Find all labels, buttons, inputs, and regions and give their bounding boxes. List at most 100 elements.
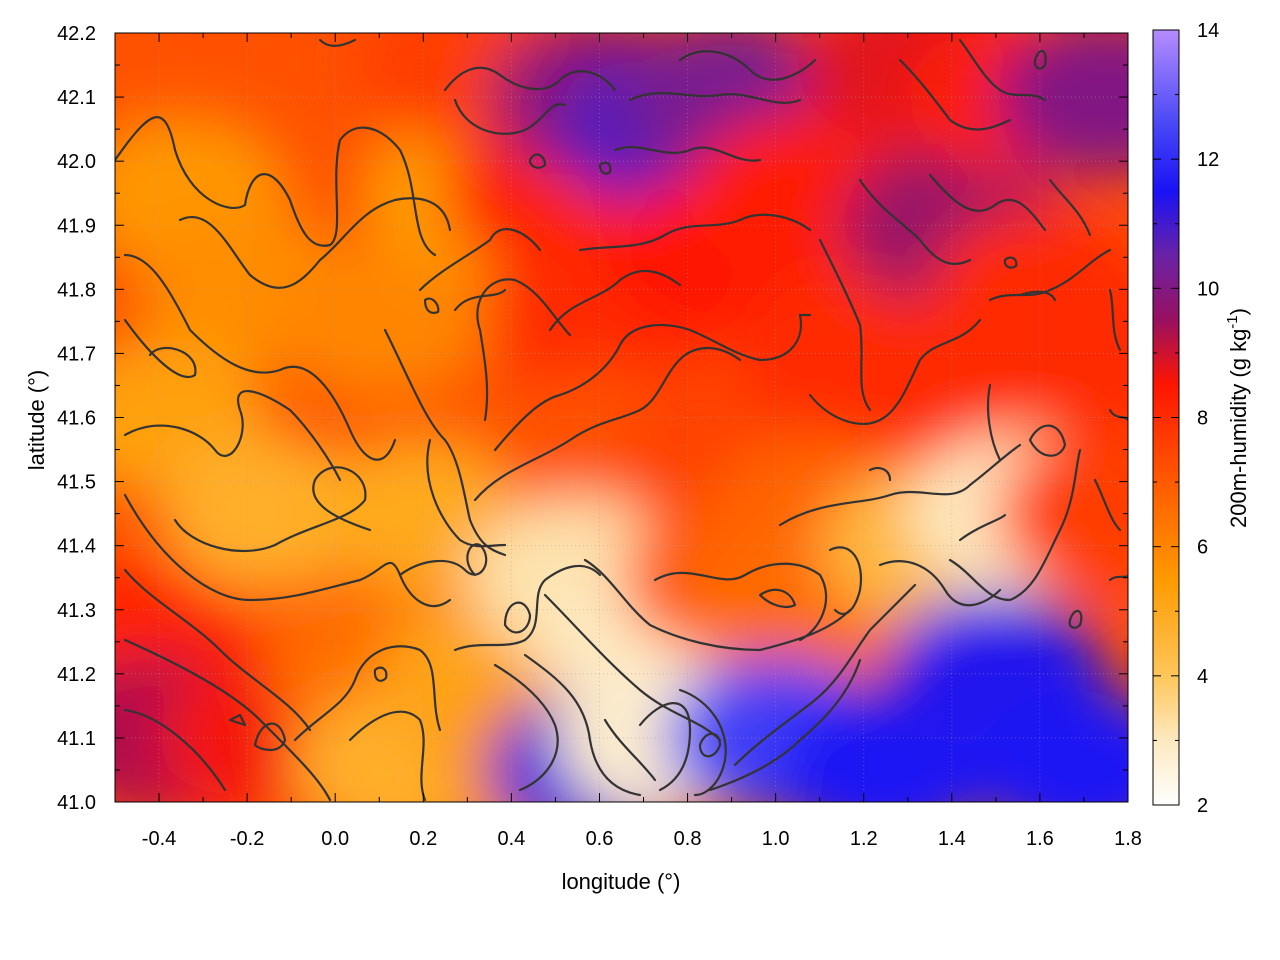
contour-line — [123, 253, 397, 461]
contour-line — [868, 466, 892, 482]
y-tick-label: 41.3 — [57, 600, 96, 622]
contour-line — [398, 543, 488, 577]
contour-line — [948, 448, 1082, 602]
contour-line — [928, 173, 1047, 232]
colorbar-label-superscript: -1 — [1224, 315, 1241, 328]
contour-line — [1048, 178, 1092, 237]
y-tick-label: 41.8 — [57, 279, 96, 301]
contour-line — [958, 38, 1047, 102]
contour-line — [598, 161, 612, 175]
contour-line — [1028, 424, 1067, 457]
y-tick-label: 42.2 — [57, 23, 96, 45]
y-axis-label: latitude (°) — [24, 370, 49, 471]
humidity-region — [973, 689, 1128, 802]
contour-line — [828, 546, 863, 615]
colorbar-label-text: 200m-humidity (g kg — [1226, 329, 1251, 528]
contour-line — [613, 146, 762, 162]
contour-line — [653, 562, 828, 642]
contour-line — [123, 568, 312, 732]
contour-line — [443, 66, 617, 92]
contour-line — [1108, 408, 1128, 422]
colorbar-tick-label: 6 — [1197, 537, 1208, 559]
contour-line — [418, 228, 542, 292]
humidity-region — [996, 273, 1128, 434]
contour-line — [383, 328, 507, 557]
contour-line — [123, 318, 197, 378]
colorbar-tick-labels: 2 4 6 8 10 12 14 — [1197, 20, 1219, 817]
humidity-region — [269, 241, 490, 402]
contour-line — [1108, 288, 1122, 352]
contour-line — [1033, 49, 1047, 70]
contour-line — [228, 713, 247, 727]
colorbar-label: 200m-humidity (g kg-1) — [1224, 308, 1251, 528]
colorbar-tick-label: 2 — [1197, 795, 1208, 817]
x-axis-label: longitude (°) — [562, 869, 681, 894]
y-tick-label: 41.4 — [57, 536, 96, 558]
contour-line — [503, 601, 532, 634]
contour-line — [123, 638, 332, 802]
x-tick-label: 1.2 — [850, 828, 878, 850]
colorbar-tick-label: 14 — [1197, 20, 1219, 42]
contour-line — [493, 663, 559, 792]
colorbar-ticks — [1153, 29, 1179, 806]
x-tick-label: -0.4 — [142, 828, 176, 850]
y-tick-label: 41.5 — [57, 472, 96, 494]
contour-line — [778, 443, 1022, 527]
y-tick-label: 41.0 — [57, 792, 96, 814]
y-tick-label: 41.9 — [57, 215, 96, 237]
contour-line — [638, 702, 692, 792]
y-tick-label: 42.1 — [57, 87, 96, 109]
contour-line — [473, 347, 742, 502]
contour-line — [578, 213, 812, 252]
y-tick-label: 41.2 — [57, 664, 96, 686]
x-tick-label: 0.0 — [321, 828, 349, 850]
y-tick-label: 41.1 — [57, 728, 96, 750]
contour-line — [293, 645, 442, 742]
x-tick-label: 1.4 — [938, 828, 966, 850]
contour-line — [603, 718, 657, 782]
contour-line — [858, 178, 972, 265]
contour-line — [548, 269, 682, 332]
contour-line — [426, 438, 507, 548]
x-axis-tick-labels: -0.4 -0.2 0.0 0.2 0.4 0.6 0.8 1.0 1.2 1.4 1.6 1.8 — [142, 828, 1142, 850]
colorbar-tick-label: 12 — [1197, 149, 1219, 171]
contour-line — [1108, 574, 1128, 582]
contour-line — [318, 38, 357, 47]
contour-line — [628, 92, 802, 104]
contour-line — [178, 197, 452, 289]
contour-line — [733, 583, 917, 767]
y-tick-label: 41.7 — [57, 343, 96, 365]
contour-line — [373, 666, 388, 682]
contour-line — [115, 116, 437, 257]
contour-lines — [115, 38, 1128, 802]
contour-line — [808, 318, 982, 425]
contour-line — [818, 238, 872, 412]
contour-line — [758, 588, 797, 609]
colorbar: 2 4 6 8 10 12 14 200m-humidity (g kg-1) — [1152, 20, 1251, 817]
contour-line — [1018, 290, 1057, 302]
contour-line — [453, 98, 567, 135]
colorbar-label-end: ) — [1226, 308, 1251, 315]
contour-line — [123, 493, 452, 607]
x-tick-label: 0.4 — [497, 828, 525, 850]
contour-line — [543, 593, 722, 742]
contour-line — [123, 708, 227, 792]
contour-line — [678, 688, 727, 797]
contour-line — [1093, 478, 1122, 532]
contour-line — [173, 466, 372, 553]
contour-line — [523, 653, 642, 797]
y-tick-label: 41.6 — [57, 408, 96, 430]
axis-ticks — [114, 32, 1129, 803]
humidity-field — [115, 33, 1128, 802]
humidity-region — [159, 433, 380, 594]
contour-line — [988, 248, 1112, 302]
y-tick-label: 42.0 — [57, 151, 96, 173]
contour-line — [958, 513, 1007, 542]
contour-line — [583, 558, 852, 652]
x-tick-label: 0.6 — [586, 828, 614, 850]
y-axis-tick-labels: 41.0 41.1 41.2 41.3 41.4 41.5 41.6 41.7 41.8 41.9… — [57, 23, 96, 814]
contour-line — [493, 313, 803, 452]
x-tick-label: 0.2 — [409, 828, 437, 850]
contour-line — [1003, 256, 1018, 269]
